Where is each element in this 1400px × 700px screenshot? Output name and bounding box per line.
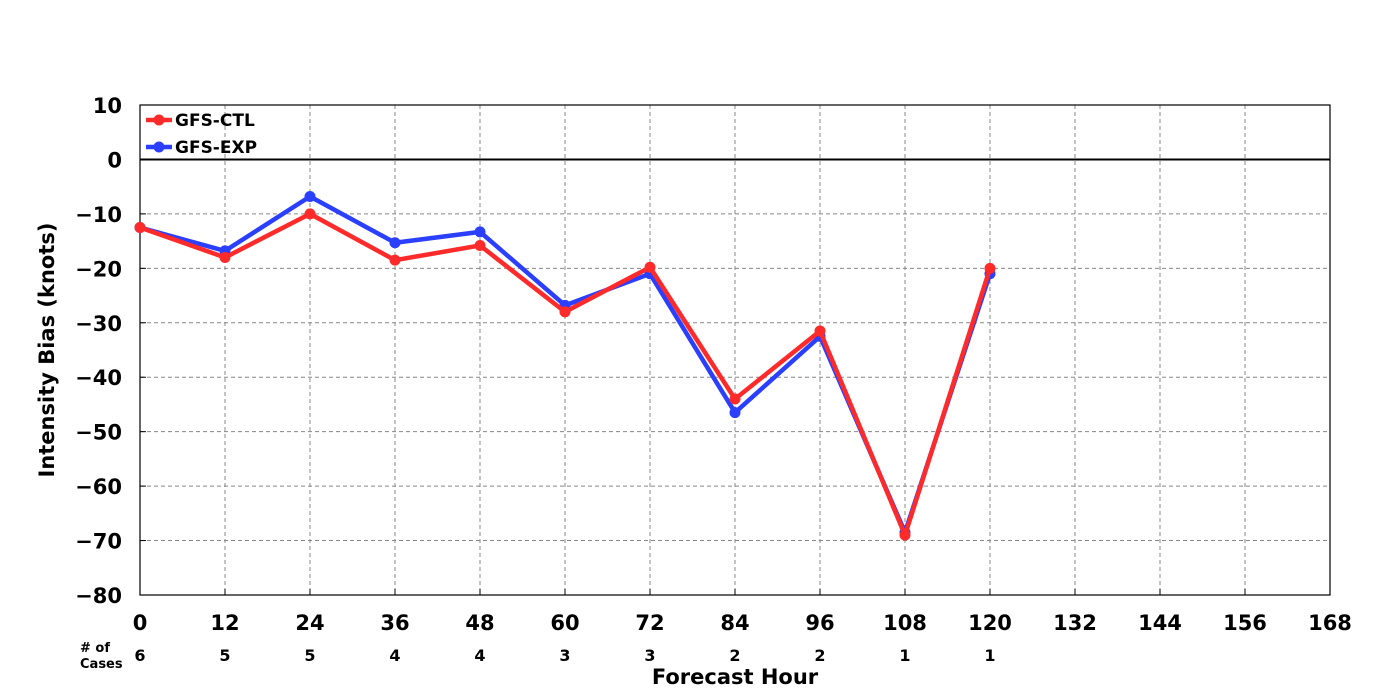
x-tick-label: 156 xyxy=(1223,611,1267,635)
case-count: 2 xyxy=(814,646,825,665)
y-tick-label: 0 xyxy=(107,148,122,172)
x-tick-labels: 0 12 24 36 48 60 72 84 96 108 120 132 144 156 168 xyxy=(133,611,1352,635)
x-tick-label: 168 xyxy=(1308,611,1352,635)
case-count: 4 xyxy=(474,646,485,665)
y-tick-labels: 10 0 −10 −20 −30 −40 −50 −60 −70 −80 xyxy=(75,94,122,608)
y-tick-label: −60 xyxy=(75,475,122,499)
x-tick-label: 120 xyxy=(968,611,1012,635)
case-count: 1 xyxy=(899,646,910,665)
legend: GFS-CTL GFS-EXP xyxy=(146,111,257,158)
x-tick-label: 84 xyxy=(720,611,749,635)
cases-label-line1: # of xyxy=(80,641,110,656)
y-tick-label: −40 xyxy=(75,366,122,390)
x-tick-label: 108 xyxy=(883,611,927,635)
data-point-gfs-ctl xyxy=(899,529,911,541)
data-point-gfs-ctl xyxy=(389,254,401,266)
x-tick-label: 72 xyxy=(635,611,664,635)
x-tick-label: 48 xyxy=(465,611,494,635)
data-point-gfs-ctl xyxy=(729,393,741,405)
legend-label: GFS-CTL xyxy=(175,111,255,131)
y-tick-label: −70 xyxy=(75,530,122,554)
x-tick-label: 12 xyxy=(210,611,239,635)
data-point-gfs-ctl xyxy=(219,251,231,263)
y-tick-label: −30 xyxy=(75,312,122,336)
y-axis-title: Intensity Bias (knots) xyxy=(35,223,59,478)
x-tick-label: 60 xyxy=(550,611,579,635)
case-count: 3 xyxy=(559,646,570,665)
x-tick-label: 132 xyxy=(1053,611,1097,635)
y-tick-label: −20 xyxy=(75,257,122,281)
y-tick-label: −80 xyxy=(75,584,122,608)
case-count: 4 xyxy=(389,646,400,665)
case-count: 5 xyxy=(219,646,230,665)
data-point-gfs-exp xyxy=(474,226,486,238)
data-point-gfs-ctl xyxy=(559,306,571,318)
legend-swatch-marker xyxy=(153,114,165,126)
x-tick-label: 144 xyxy=(1138,611,1182,635)
case-count: 5 xyxy=(304,646,315,665)
cases-label-line2: Cases xyxy=(80,657,123,672)
case-count: 2 xyxy=(729,646,740,665)
plot-frame xyxy=(139,104,1331,596)
y-tick-label: −10 xyxy=(75,203,122,227)
data-point-gfs-ctl xyxy=(644,261,656,273)
data-point-gfs-ctl xyxy=(304,208,316,220)
x-tick-label: 0 xyxy=(133,611,148,635)
case-counts: 6 5 5 4 4 3 3 2 2 1 1 xyxy=(134,646,995,665)
x-tick-label: 96 xyxy=(805,611,834,635)
y-tick-label: −50 xyxy=(75,421,122,445)
y-tick-label: 10 xyxy=(93,94,122,118)
case-count: 3 xyxy=(644,646,655,665)
legend-label: GFS-EXP xyxy=(175,138,257,158)
grid xyxy=(139,104,1331,596)
legend-swatch-marker xyxy=(153,141,165,153)
data-point-gfs-exp xyxy=(389,237,401,249)
series-layer xyxy=(134,190,996,541)
data-point-gfs-ctl xyxy=(984,262,996,274)
case-count: 6 xyxy=(134,646,145,665)
x-tick-label: 36 xyxy=(380,611,409,635)
data-point-gfs-exp xyxy=(304,190,316,202)
data-point-gfs-ctl xyxy=(814,325,826,337)
data-point-gfs-ctl xyxy=(474,239,486,251)
data-point-gfs-exp xyxy=(729,407,741,419)
case-count: 1 xyxy=(984,646,995,665)
data-point-gfs-ctl xyxy=(134,222,146,233)
x-tick-label: 24 xyxy=(295,611,324,635)
x-axis-title: Forecast Hour xyxy=(652,665,819,689)
